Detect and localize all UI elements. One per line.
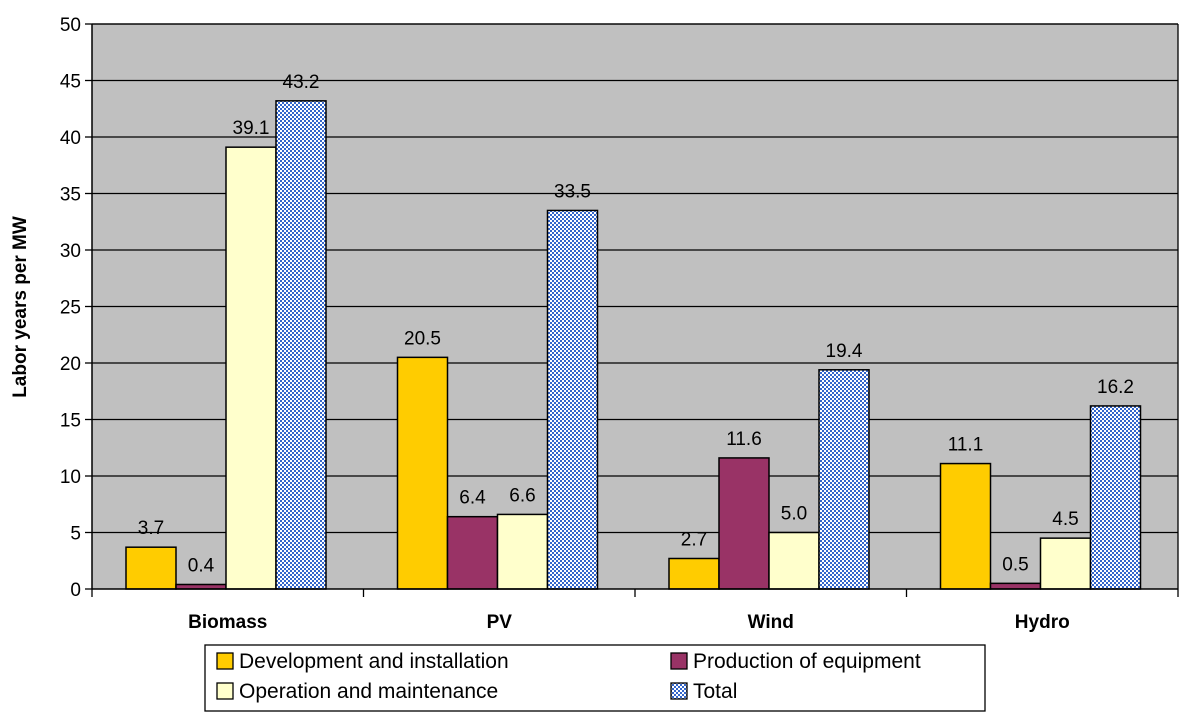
y-tick-label: 20 [60, 354, 81, 375]
data-label: 11.6 [726, 429, 762, 450]
legend-label: Operation and maintenance [239, 680, 498, 703]
data-label: 39.1 [233, 118, 270, 139]
bar-development-and-installation-wind [668, 557, 720, 590]
legend-box [204, 644, 986, 712]
legend: Development and installation Production o… [204, 644, 986, 712]
x-category-label: Wind [748, 612, 794, 633]
y-tick-label: 0 [70, 580, 81, 601]
data-label: 2.7 [681, 529, 707, 550]
legend-label: Production of equipment [693, 650, 921, 673]
data-label: 20.5 [404, 328, 441, 349]
y-tick-label: 30 [60, 241, 81, 262]
y-tick-label: 5 [70, 524, 81, 545]
y-tick-label: 10 [60, 467, 81, 488]
bar-production-of-equipment-wind [718, 457, 770, 590]
y-tick-label: 45 [60, 72, 81, 93]
data-label: 4.5 [1052, 509, 1078, 530]
y-tick-label: 35 [60, 185, 81, 206]
bar-development-and-installation-biomass [125, 546, 177, 590]
bar-operation-and-maintenance-hydro [1039, 537, 1092, 590]
bar-operation-and-maintenance-pv [496, 513, 549, 590]
data-label: 0.5 [1002, 554, 1028, 575]
legend-label: Development and installation [239, 650, 509, 673]
legend-label: Total [693, 680, 737, 703]
y-axis-title: Labor years per MW [10, 216, 31, 398]
y-tick-label: 40 [60, 128, 81, 149]
data-label: 6.4 [459, 488, 486, 509]
data-label: 0.4 [188, 555, 215, 576]
data-label: 6.6 [509, 485, 535, 506]
bar-total-wind [818, 369, 870, 590]
data-label: 3.7 [138, 518, 164, 539]
bar-production-of-equipment-pv [446, 515, 499, 590]
y-tick-label: 15 [60, 411, 81, 432]
data-label: 16.2 [1097, 377, 1134, 398]
y-tick-label: 50 [60, 15, 81, 36]
bar-development-and-installation-hydro [939, 462, 992, 590]
bar-total-biomass [275, 100, 327, 590]
x-category-label: Hydro [1015, 612, 1070, 633]
data-label: 5.0 [781, 504, 807, 525]
bar-operation-and-maintenance-biomass [225, 146, 277, 590]
bar-production-of-equipment-hydro [989, 582, 1042, 590]
data-label: 19.4 [826, 341, 863, 362]
data-label: 43.2 [283, 72, 320, 93]
legend-swatch [670, 652, 688, 670]
bar-operation-and-maintenance-wind [768, 531, 820, 590]
data-label: 11.1 [948, 435, 984, 456]
bar-development-and-installation-pv [396, 356, 449, 590]
legend-swatch [216, 682, 234, 700]
bar-total-pv [546, 209, 599, 590]
legend-swatch [670, 682, 688, 700]
legend-swatch [216, 652, 234, 670]
x-category-label: Biomass [188, 612, 267, 633]
data-label: 33.5 [554, 181, 591, 202]
x-category-label: PV [487, 612, 513, 633]
y-tick-label: 25 [60, 298, 81, 319]
bar-total-hydro [1089, 405, 1142, 590]
